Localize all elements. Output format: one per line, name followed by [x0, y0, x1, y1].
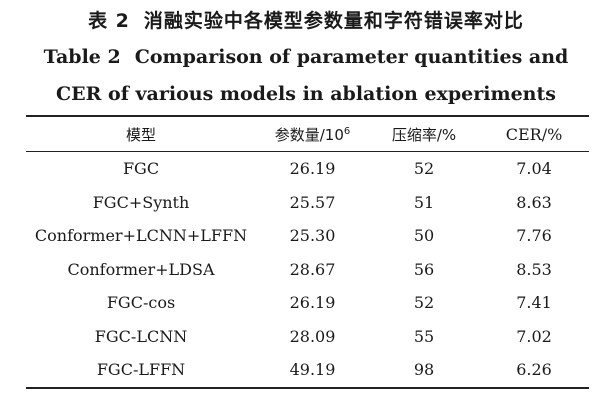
- cell-compression: 51: [413, 192, 435, 212]
- cell-model: FGC+Synth: [92, 192, 190, 212]
- table-row: FGC 26.19 52 7.04: [26, 152, 589, 186]
- header-cer: CER/%: [505, 124, 563, 144]
- cell-params: 28.09: [289, 326, 336, 346]
- table-row: Conformer+LCNN+LFFN 25.30 50 7.76: [26, 219, 589, 253]
- cell-model: Conformer+LCNN+LFFN: [34, 226, 248, 246]
- table-row: FGC+Synth 25.57 51 8.63: [26, 186, 589, 220]
- cell-params: 25.57: [289, 192, 336, 212]
- cell-model: FGC-LCNN: [94, 326, 188, 346]
- cell-cer: 7.04: [516, 159, 552, 179]
- cell-cer: 7.76: [516, 226, 552, 246]
- comparison-table: 模型 参数量/106 压缩率/% CER/% FGC 26.19 52 7.04 FGC…: [26, 115, 589, 389]
- cell-params: 49.19: [289, 360, 336, 380]
- table-row: FGC-LFFN 49.19 98 6.26: [26, 353, 589, 388]
- table-number-zh: 表 2: [88, 10, 130, 32]
- table-title-zh: 消融实验中各模型参数量和字符错误率对比: [143, 10, 524, 32]
- cell-params: 26.19: [289, 293, 336, 313]
- cell-params: 28.67: [289, 259, 336, 279]
- cell-model: Conformer+LDSA: [67, 259, 215, 279]
- cell-model: FGC-cos: [106, 293, 176, 313]
- cell-compression: 52: [413, 293, 435, 313]
- table-caption-english-line1: Table 2 Comparison of parameter quantitie…: [0, 46, 612, 68]
- header-params-label: 参数量/10: [274, 125, 344, 144]
- header-params: 参数量/106: [256, 116, 369, 152]
- cell-cer: 6.26: [516, 360, 552, 380]
- cell-cer: 8.53: [516, 259, 552, 279]
- header-model: 模型: [125, 125, 156, 144]
- cell-compression: 52: [413, 159, 435, 179]
- table-header: 模型 参数量/106 压缩率/% CER/%: [26, 116, 589, 152]
- cell-params: 25.30: [289, 226, 336, 246]
- header-params-exponent: 6: [343, 125, 351, 137]
- cell-params: 26.19: [289, 159, 336, 179]
- table-title-en-line2: CER of various models in ablation experi…: [56, 83, 556, 105]
- cell-compression: 50: [413, 226, 435, 246]
- cell-compression: 98: [413, 360, 435, 380]
- table-body: FGC 26.19 52 7.04 FGC+Synth 25.57 51 8.63 Confor…: [26, 152, 589, 388]
- cell-compression: 56: [413, 259, 435, 279]
- table-caption-chinese: 表 2 消融实验中各模型参数量和字符错误率对比: [0, 6, 612, 33]
- cell-model: FGC: [122, 159, 160, 179]
- table-row: FGC-LCNN 28.09 55 7.02: [26, 320, 589, 354]
- cell-cer: 7.41: [516, 293, 552, 313]
- cell-cer: 7.02: [516, 326, 552, 346]
- table-title-en-line1: Comparison of parameter quantities and: [134, 46, 569, 68]
- cell-model: FGC-LFFN: [96, 360, 186, 380]
- header-compression: 压缩率/%: [391, 125, 457, 144]
- table-caption-english-line2: CER of various models in ablation experi…: [0, 83, 612, 105]
- cell-compression: 55: [413, 326, 435, 346]
- cell-cer: 8.63: [516, 192, 552, 212]
- table-row: FGC-cos 26.19 52 7.41: [26, 286, 589, 320]
- table-number-en: Table 2: [43, 46, 121, 68]
- header-row: 模型 参数量/106 压缩率/% CER/%: [26, 116, 589, 152]
- table-row: Conformer+LDSA 28.67 56 8.53: [26, 253, 589, 287]
